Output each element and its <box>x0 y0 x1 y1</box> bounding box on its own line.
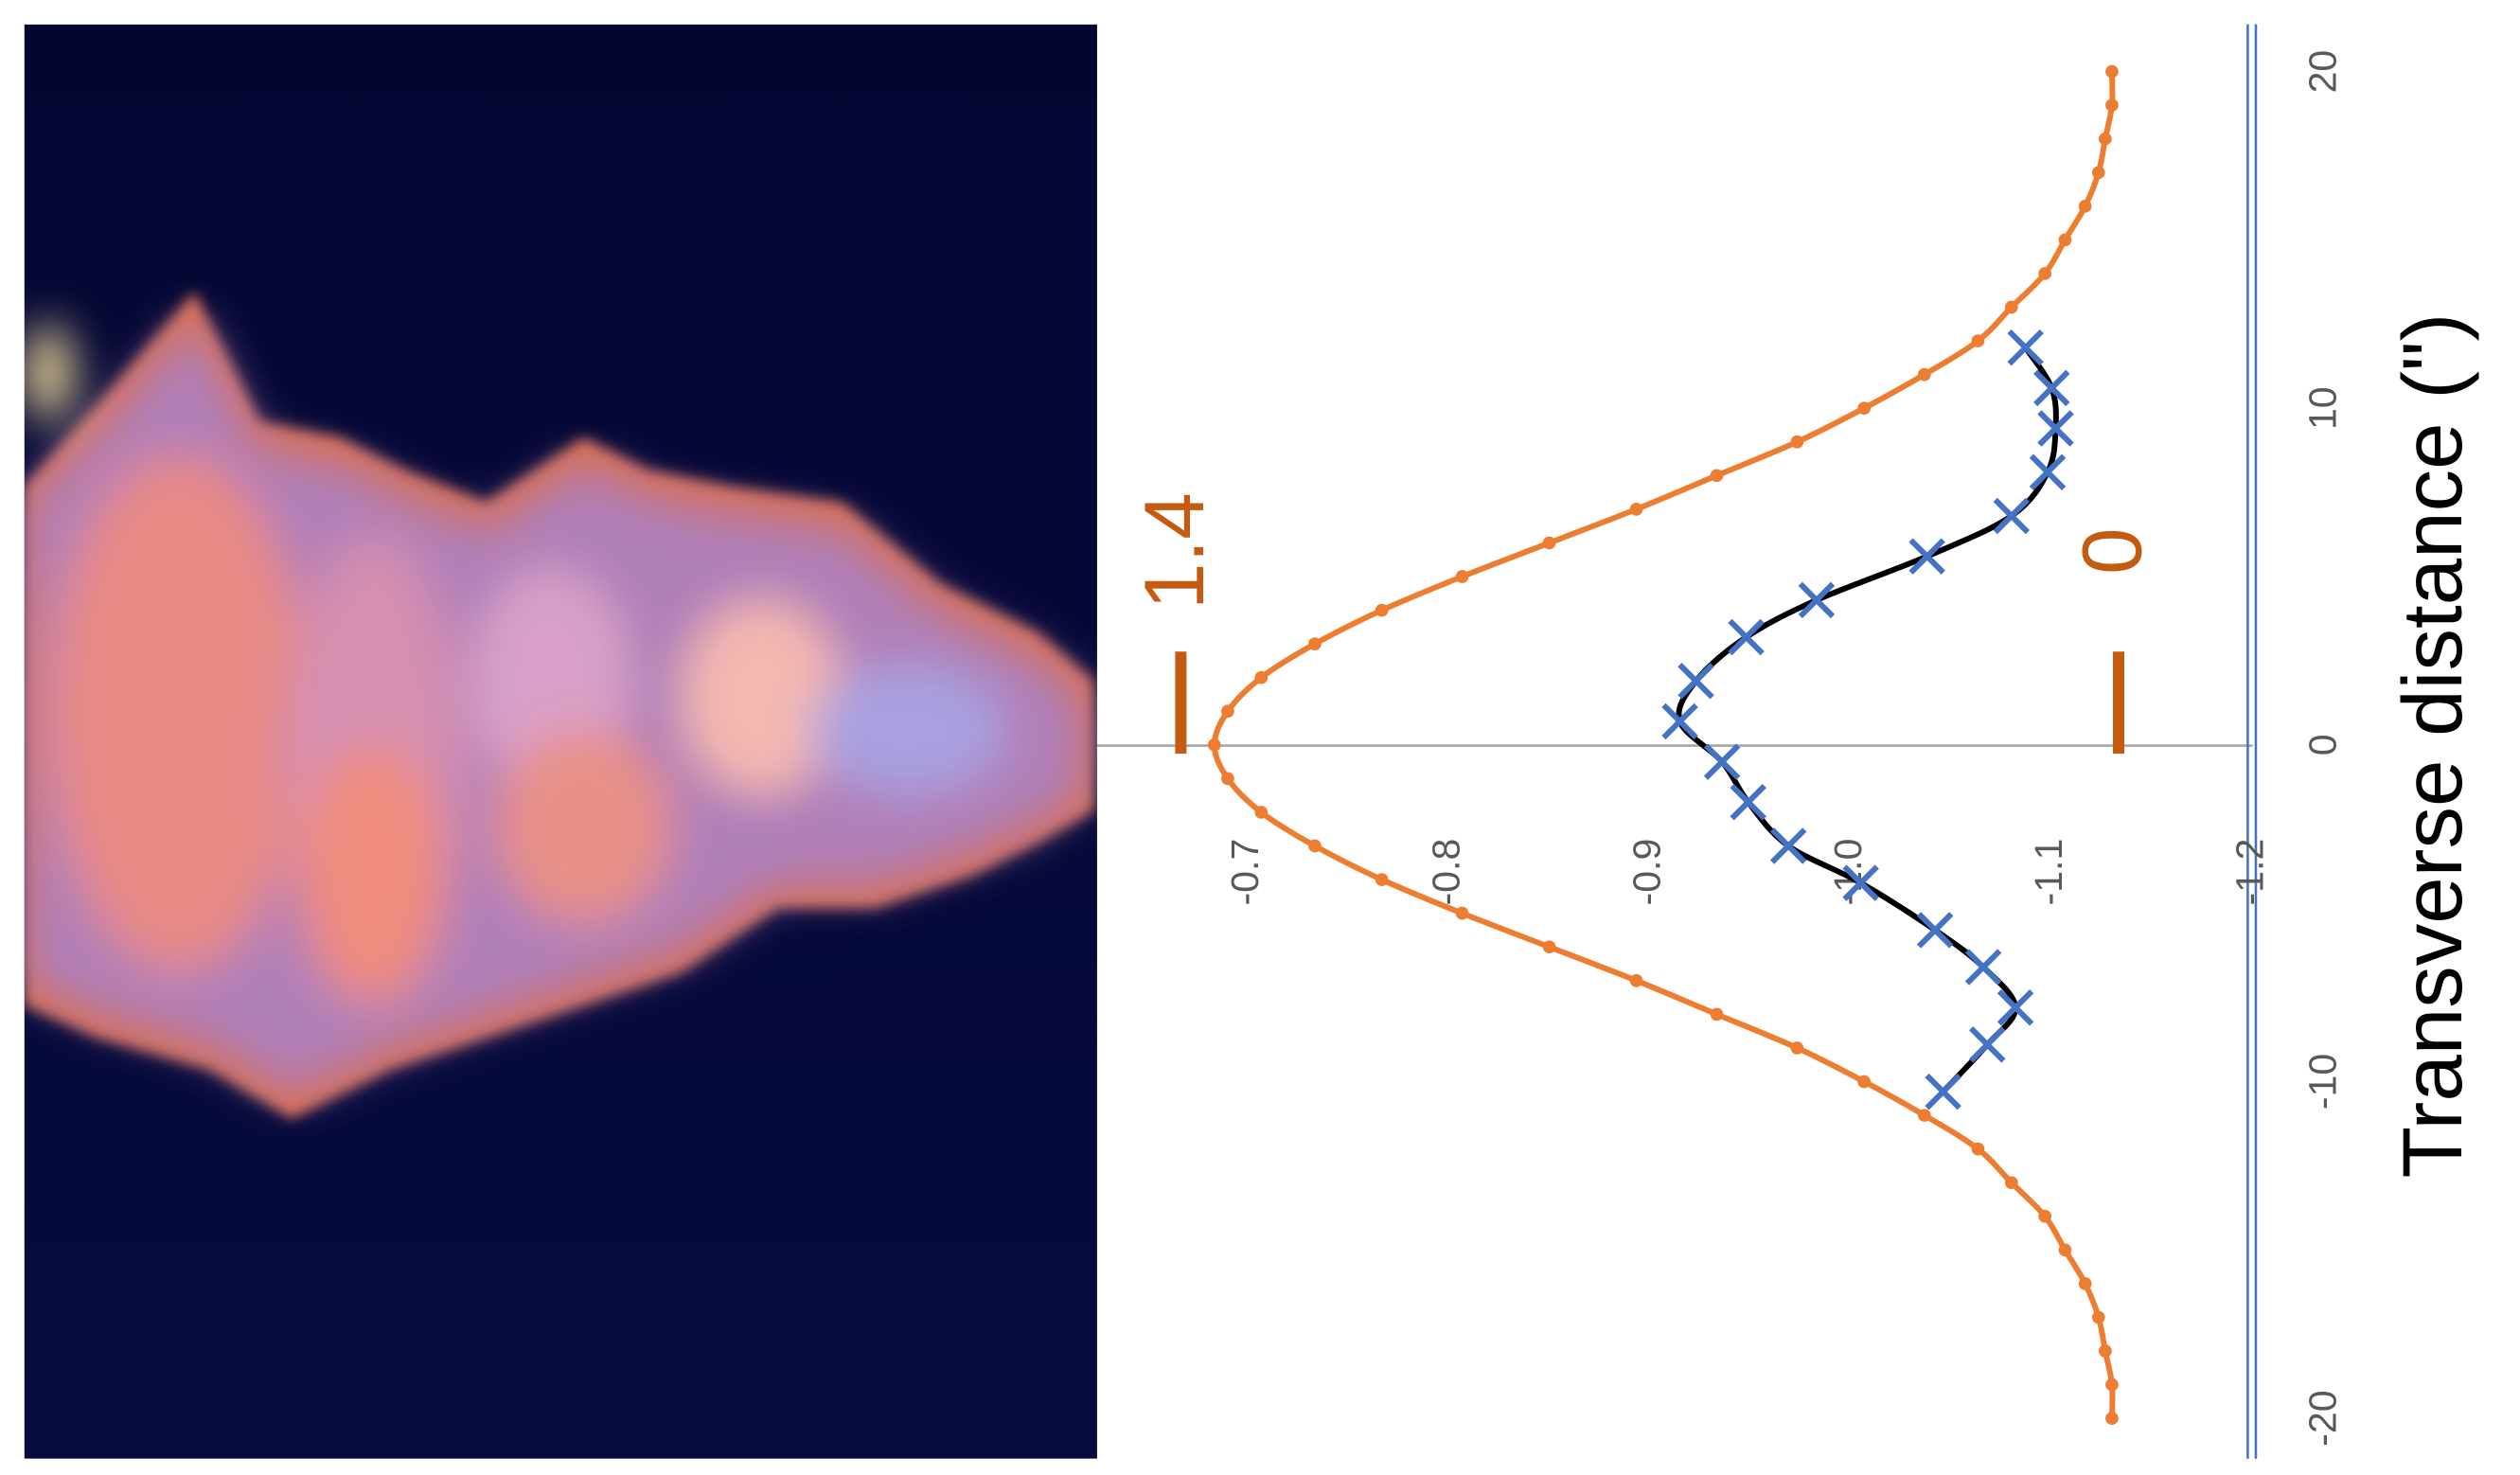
dot-marker <box>1375 603 1389 617</box>
cross-marker <box>1842 864 1879 901</box>
dot-marker <box>1629 503 1643 516</box>
dot-marker <box>2099 1344 2112 1358</box>
x-tick-label: -10 <box>2300 1054 2344 1110</box>
dot-marker <box>1857 1075 1871 1089</box>
dot-marker <box>1971 1142 1985 1156</box>
cross-marker <box>1964 949 2002 986</box>
dot-marker <box>1917 1109 1931 1122</box>
dot-marker <box>2091 166 2105 180</box>
dot-marker <box>1221 772 1234 786</box>
dot-marker <box>2078 199 2092 213</box>
dot-marker <box>1857 401 1871 416</box>
cross-marker <box>2037 410 2074 447</box>
dot-marker <box>2058 1243 2072 1257</box>
dot-marker <box>1221 704 1234 719</box>
dot-marker <box>2099 132 2112 146</box>
dot-marker <box>1308 839 1322 853</box>
jet-body <box>24 315 1086 1096</box>
dot-marker <box>1790 1041 1804 1055</box>
dot-marker <box>2105 64 2119 79</box>
x-tick-label: 0 <box>2300 734 2344 755</box>
cross-marker <box>1728 618 1765 656</box>
dot-marker <box>2004 300 2018 314</box>
dot-marker <box>1629 973 1643 987</box>
dot-marker <box>2078 1277 2092 1290</box>
dot-marker <box>2091 1310 2105 1324</box>
dot-marker <box>1542 536 1556 550</box>
cross-marker <box>1677 663 1714 700</box>
dot-marker <box>2004 1176 2018 1190</box>
dot-marker <box>1790 435 1804 449</box>
dot-marker <box>1455 570 1469 583</box>
x-tick-label: -20 <box>2300 1390 2344 1446</box>
dot-marker <box>1542 940 1556 954</box>
x-axis-title: Transverse distance (") <box>2385 313 2479 1179</box>
dot-marker <box>2038 1209 2052 1223</box>
cross-marker <box>1661 702 1698 740</box>
x-tick-label: 10 <box>2300 386 2344 430</box>
cross-marker <box>1769 827 1807 864</box>
y-tick-label: -1.2 <box>2227 839 2271 906</box>
dot-marker <box>1455 906 1469 920</box>
y-tick-label: -1.1 <box>2027 839 2070 906</box>
cross-marker <box>2033 369 2070 407</box>
dot-marker <box>2105 98 2119 112</box>
dot-marker <box>1207 738 1221 752</box>
cross-marker <box>2007 329 2044 366</box>
jet-image <box>24 24 1097 1459</box>
cross-marker <box>1703 743 1741 780</box>
y-tick-label: -0.7 <box>1223 839 1267 906</box>
cross-marker <box>1908 538 1945 575</box>
dot-marker <box>2038 267 2052 280</box>
y-tick-label: -0.8 <box>1424 839 1467 906</box>
dot-marker <box>1254 670 1269 684</box>
dot-marker <box>1971 334 1985 347</box>
dot-marker <box>1710 1007 1724 1022</box>
y2-tick-label: 0 <box>2065 527 2159 575</box>
dot-marker <box>2105 1412 2119 1425</box>
cross-marker <box>1969 1026 2006 1063</box>
cross-marker <box>1916 912 1954 949</box>
dot-marker <box>1308 637 1322 650</box>
y-tick-label: -0.9 <box>1625 839 1669 906</box>
dot-marker <box>1375 873 1389 886</box>
cross-marker <box>1730 784 1766 821</box>
cross-marker <box>1996 988 2034 1026</box>
dot-marker <box>1254 806 1269 819</box>
cross-marker <box>1925 1073 1961 1111</box>
dot-marker <box>2058 233 2072 247</box>
cross-marker <box>2029 453 2067 491</box>
cross-marker <box>1993 497 2031 535</box>
cross-marker <box>1798 581 1836 619</box>
dot-marker <box>1710 469 1724 483</box>
y2-tick-label: 1.4 <box>1127 492 1221 610</box>
dot-marker <box>1917 367 1931 382</box>
x-tick-label: 20 <box>2300 50 2344 94</box>
dot-marker <box>2105 1377 2119 1392</box>
